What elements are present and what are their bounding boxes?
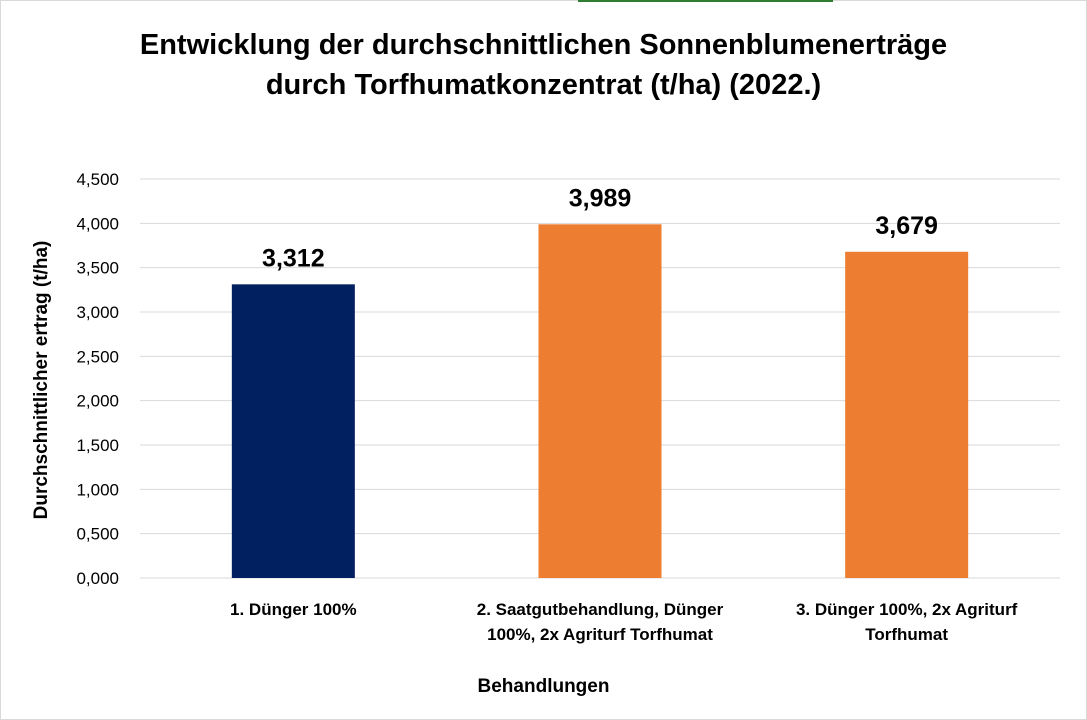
x-tick-label: 2. Saatgutbehandlung, Dünger 100%, 2x Agr… (440, 597, 760, 647)
x-tick-label-line: 3. Dünger 100%, 2x Agriturf (795, 600, 1018, 619)
x-tick-label: 3. Dünger 100%, 2x Agriturf Torfhumat (747, 597, 1067, 647)
chart-title-line-2: durch Torfhumatkonzentrat (t/ha) (2022.) (265, 69, 822, 101)
y-tick-label: 3,500 (76, 259, 119, 278)
y-tick-label: 3,000 (76, 303, 119, 322)
x-tick-label-line: Torfhumat (865, 625, 949, 644)
value-labels: 3,312 3,989 3,679 (262, 184, 938, 272)
y-axis-title: Durchschnittlicher ertrag (t/ha) (31, 240, 52, 520)
y-tick-label: 4,000 (76, 214, 119, 233)
value-label: 3,312 (262, 244, 325, 272)
y-tick-label: 2,500 (76, 347, 119, 366)
y-tick-labels: 0,000 0,500 1,000 1,500 2,000 2,500 3,000 3,500… (76, 170, 119, 588)
x-tick-label: 1. Dünger 100% (133, 597, 453, 622)
top-accent-line (578, 0, 833, 2)
bar (231, 284, 355, 578)
y-tick-label: 0,000 (76, 569, 119, 588)
y-tick-label: 1,000 (76, 480, 119, 499)
chart-title-line-1: Entwicklung der durchschnittlichen Sonne… (139, 29, 948, 61)
x-tick-label-line: 100%, 2x Agriturf Torfhumat (487, 625, 713, 644)
y-tick-label: 2,000 (76, 392, 119, 411)
y-tick-label: 1,500 (76, 436, 119, 455)
x-tick-label-line: 2. Saatgutbehandlung, Dünger (476, 600, 724, 619)
y-tick-label: 4,500 (76, 170, 119, 189)
x-tick-label-line: 1. Dünger 100% (230, 600, 357, 619)
bars (231, 224, 969, 579)
bar (845, 251, 969, 578)
x-axis-title: Behandlungen (477, 676, 610, 697)
y-tick-label: 0,500 (76, 525, 119, 544)
value-label: 3,679 (875, 212, 938, 240)
bar (538, 224, 662, 579)
value-label: 3,989 (569, 184, 632, 212)
